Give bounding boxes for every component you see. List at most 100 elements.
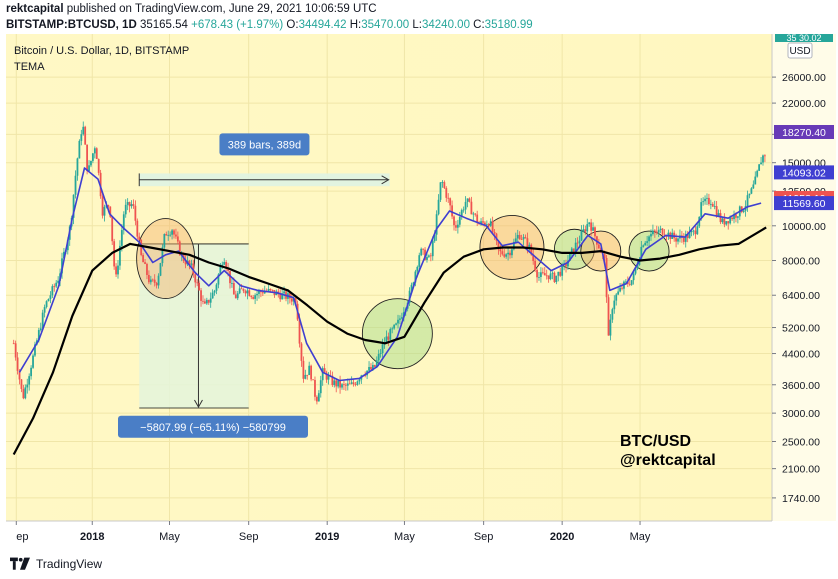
candle-body: [55, 282, 58, 287]
candle-body: [754, 176, 757, 185]
candle-body: [78, 140, 81, 159]
candle-body: [263, 290, 266, 294]
drawdown-label-box[interactable]: [118, 415, 308, 438]
candle-body: [696, 226, 699, 235]
close-label: C:: [473, 19, 485, 31]
candle-body: [632, 273, 635, 281]
candle-body: [715, 206, 718, 216]
price-tag-label: 11569.60: [782, 198, 825, 210]
candle-body: [640, 246, 643, 260]
candle-body: [117, 265, 119, 275]
candle-body: [565, 263, 567, 267]
candle-body: [455, 225, 457, 228]
candle-body: [32, 355, 34, 368]
candle-body: [760, 162, 762, 165]
candle-body: [530, 244, 533, 255]
candle-body: [505, 254, 508, 257]
candle-body: [173, 230, 175, 235]
candle-body: [22, 388, 25, 399]
candle-body: [178, 241, 181, 256]
tema-line: [18, 167, 762, 382]
candle-body: [387, 336, 390, 340]
candle-body: [497, 240, 500, 250]
candle-body: [447, 197, 450, 199]
candle-body: [211, 292, 214, 299]
candle-body: [113, 241, 116, 267]
candle-body: [358, 379, 361, 382]
candle-body: [333, 380, 336, 386]
candle-body: [229, 270, 231, 284]
candle-body: [393, 324, 396, 329]
y-tick-label: 5200.00: [782, 323, 820, 335]
candle-body: [493, 231, 496, 234]
y-tick-label: 10000.00: [782, 221, 826, 233]
candle-body: [175, 234, 177, 237]
candle-body: [290, 298, 293, 302]
x-tick-label: 2018: [80, 531, 104, 543]
candle-body: [51, 286, 54, 296]
candle-body: [733, 214, 735, 220]
candle-body: [464, 201, 467, 210]
author-name[interactable]: rektcapital: [6, 3, 64, 15]
candle-body: [298, 319, 301, 344]
candle-body: [348, 383, 351, 385]
price-tag[interactable]: [774, 196, 834, 211]
price-axis-background[interactable]: [772, 34, 836, 521]
candle-body: [586, 224, 589, 232]
candle-body: [219, 266, 222, 275]
tradingview-logo-icon[interactable]: [10, 557, 30, 571]
indicator-name: TEMA: [14, 61, 45, 73]
candle-body: [663, 234, 666, 237]
candle-body: [607, 297, 610, 336]
low-label: L:: [412, 19, 422, 31]
candle-body: [167, 235, 170, 236]
candle-body: [72, 194, 75, 218]
candle-body: [200, 290, 202, 301]
btc-chart[interactable]: −5807.99 (−65.11%) −580799 389 bars, 389d…: [6, 33, 836, 547]
time-range-label-box[interactable]: [219, 133, 310, 156]
watermark-symbol: BTC/USD: [620, 433, 691, 450]
candle-body: [204, 301, 206, 304]
candle-body: [20, 379, 23, 389]
close-value: 35180.99: [484, 19, 533, 31]
candle-body: [43, 307, 46, 313]
candle-body: [132, 204, 135, 206]
candle-body: [731, 217, 733, 220]
candle-body: [485, 224, 488, 226]
candle-body: [202, 300, 204, 302]
candle-body: [283, 291, 285, 294]
tradingview-brand[interactable]: TradingView: [36, 557, 103, 571]
time-axis-background[interactable]: [6, 521, 836, 547]
price-tag[interactable]: [774, 165, 834, 180]
candle-body: [675, 238, 677, 242]
candle-body: [460, 210, 463, 217]
currency-badge[interactable]: [787, 42, 813, 59]
candle-body: [512, 241, 515, 250]
candle-body: [91, 153, 94, 161]
footer: TradingView: [10, 551, 102, 577]
candle-body: [713, 206, 716, 207]
candle-body: [410, 284, 413, 291]
candle-body: [171, 230, 173, 235]
symbol-label: BITSTAMP:BTCUSD, 1D: [6, 19, 137, 31]
candle-body: [53, 286, 56, 288]
y-tick-label: 2100.00: [782, 464, 820, 476]
price-tag[interactable]: [774, 125, 834, 140]
candle-body: [468, 198, 471, 202]
candle-body: [379, 353, 382, 355]
candle-body: [557, 271, 560, 276]
candle-body: [416, 266, 419, 272]
candle-body: [140, 240, 143, 256]
candle-body: [128, 202, 131, 207]
candle-body: [242, 288, 245, 292]
candle-body: [526, 238, 529, 248]
candle-body: [88, 165, 90, 171]
x-tick-label: Sep: [239, 531, 259, 543]
candle-body: [476, 214, 479, 223]
candle-body: [642, 245, 645, 247]
green-highlight-circle: [361, 298, 433, 370]
candle-body: [441, 182, 444, 183]
x-tick-label: May: [394, 531, 415, 543]
candle-body: [306, 374, 309, 376]
chart-area[interactable]: −5807.99 (−65.11%) −580799 389 bars, 389d…: [6, 33, 836, 547]
